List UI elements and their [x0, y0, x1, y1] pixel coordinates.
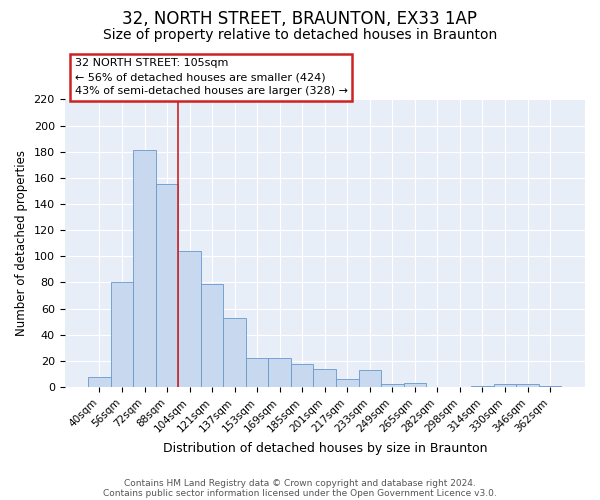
Bar	[381, 384, 404, 387]
Bar	[516, 384, 539, 387]
Text: 32, NORTH STREET, BRAUNTON, EX33 1AP: 32, NORTH STREET, BRAUNTON, EX33 1AP	[122, 10, 478, 28]
Bar	[336, 379, 359, 387]
Bar	[268, 358, 291, 387]
Bar	[313, 369, 336, 387]
Bar	[201, 284, 223, 387]
Text: Contains public sector information licensed under the Open Government Licence v3: Contains public sector information licen…	[103, 488, 497, 498]
Bar	[404, 383, 426, 387]
Bar	[359, 370, 381, 387]
Bar	[88, 376, 111, 387]
Bar	[494, 384, 516, 387]
Bar	[471, 386, 494, 387]
Bar	[291, 364, 313, 387]
Text: Contains HM Land Registry data © Crown copyright and database right 2024.: Contains HM Land Registry data © Crown c…	[124, 478, 476, 488]
Bar	[539, 386, 562, 387]
Bar	[156, 184, 178, 387]
Bar	[246, 358, 268, 387]
Bar	[133, 150, 156, 387]
Text: Size of property relative to detached houses in Braunton: Size of property relative to detached ho…	[103, 28, 497, 42]
Text: 32 NORTH STREET: 105sqm
← 56% of detached houses are smaller (424)
43% of semi-d: 32 NORTH STREET: 105sqm ← 56% of detache…	[75, 58, 348, 96]
Bar	[111, 282, 133, 387]
Bar	[178, 251, 201, 387]
Bar	[223, 318, 246, 387]
X-axis label: Distribution of detached houses by size in Braunton: Distribution of detached houses by size …	[163, 442, 487, 455]
Y-axis label: Number of detached properties: Number of detached properties	[15, 150, 28, 336]
